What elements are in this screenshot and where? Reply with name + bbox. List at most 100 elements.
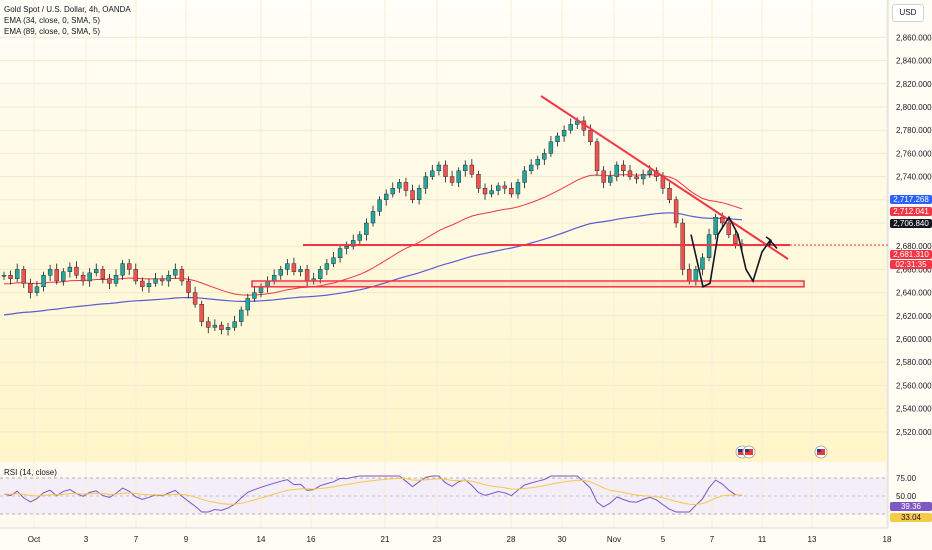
flag-canton bbox=[738, 449, 742, 452]
descending-trendline bbox=[540, 95, 789, 260]
candle-body bbox=[278, 269, 283, 276]
candle-body bbox=[390, 187, 395, 195]
candle-body bbox=[647, 170, 652, 175]
candle-body bbox=[100, 269, 106, 279]
candle-body bbox=[318, 269, 323, 279]
price-tick-label: 2,760.000 bbox=[896, 149, 932, 158]
candle-body bbox=[713, 216, 718, 235]
countdown-tag: 02:31:35 bbox=[890, 260, 932, 269]
candle-body bbox=[667, 187, 672, 200]
candle-body bbox=[14, 269, 20, 279]
candle-body bbox=[383, 193, 389, 201]
candle-body bbox=[687, 269, 692, 282]
candle-body bbox=[542, 153, 547, 160]
candle-body bbox=[239, 309, 244, 322]
candle-body bbox=[126, 263, 132, 270]
rsi-line bbox=[3, 475, 743, 513]
candle-body bbox=[80, 275, 86, 282]
last-price-tag: 2,681.310 bbox=[890, 250, 932, 259]
candle-body bbox=[370, 211, 376, 224]
rsi-legend[interactable]: RSI (14, close) bbox=[4, 468, 57, 477]
candle-body bbox=[21, 269, 26, 284]
price-tick-label: 2,640.000 bbox=[896, 289, 932, 298]
candle-body bbox=[397, 182, 402, 189]
candle-body bbox=[416, 187, 422, 200]
candle-body bbox=[706, 234, 712, 259]
price-tick-label: 2,560.000 bbox=[896, 381, 932, 390]
candle-body bbox=[588, 129, 593, 142]
time-tick-label: 21 bbox=[381, 535, 390, 544]
price-tick-label: 2,520.000 bbox=[896, 428, 932, 437]
candle-body bbox=[640, 174, 646, 180]
price-tick-label: 2,540.000 bbox=[896, 405, 932, 414]
candle-body bbox=[199, 304, 204, 322]
time-tick-label: 3 bbox=[84, 535, 89, 544]
candle-body bbox=[140, 280, 145, 288]
ema-34-price-tag: 2,712.041 bbox=[890, 207, 932, 216]
event-flags[interactable] bbox=[735, 445, 828, 459]
candle-body bbox=[186, 280, 191, 293]
candle-body bbox=[535, 158, 540, 166]
candle-body bbox=[113, 275, 119, 284]
candle-body bbox=[331, 257, 336, 264]
price-tick-label: 2,580.000 bbox=[896, 358, 932, 367]
projection-arrowhead bbox=[765, 236, 772, 247]
time-tick-label: 7 bbox=[134, 535, 139, 544]
time-tick-label: 7 bbox=[710, 535, 715, 544]
candle-body bbox=[94, 269, 99, 274]
candle-body bbox=[443, 164, 448, 177]
time-tick-label: 18 bbox=[883, 535, 892, 544]
candle-body bbox=[285, 263, 290, 270]
rsi-tick-label: 75.00 bbox=[896, 474, 917, 483]
candle-body bbox=[627, 170, 633, 177]
rsi-tick-label: 50.00 bbox=[896, 492, 917, 501]
candle-body bbox=[436, 164, 442, 172]
candle-body bbox=[673, 199, 679, 224]
candle-body bbox=[271, 275, 277, 282]
ema-89-legend[interactable]: EMA (89, close, 0, SMA, 5) bbox=[4, 27, 101, 36]
candle-body bbox=[298, 269, 303, 272]
us-flag-icon[interactable] bbox=[742, 445, 756, 459]
candle-body bbox=[449, 176, 455, 183]
levels bbox=[251, 95, 888, 288]
candle-body bbox=[700, 257, 705, 270]
candle-body bbox=[515, 182, 521, 195]
price-tick-label: 2,620.000 bbox=[896, 312, 932, 321]
candle-body bbox=[456, 170, 461, 183]
time-tick-label: 11 bbox=[758, 535, 767, 544]
flag-canton bbox=[745, 449, 749, 452]
high-price-tag: 2,706.840 bbox=[890, 219, 932, 228]
candle-body bbox=[192, 292, 198, 305]
candle-body bbox=[601, 170, 606, 183]
price-tick-label: 2,740.000 bbox=[896, 173, 932, 182]
candle-body bbox=[693, 269, 699, 282]
candle-body bbox=[509, 187, 514, 195]
symbol-title[interactable]: Gold Spot / U.S. Dollar, 4h, OANDA bbox=[4, 5, 131, 14]
candle-body bbox=[291, 263, 297, 272]
ema-89-price-tag: 2,717.268 bbox=[890, 195, 932, 204]
candle-body bbox=[680, 222, 685, 270]
candle-body bbox=[720, 216, 725, 224]
candle-body bbox=[502, 185, 507, 189]
candle-body bbox=[344, 245, 349, 249]
candle-body bbox=[212, 324, 218, 328]
candle-body bbox=[34, 286, 40, 293]
price-pane-background bbox=[0, 0, 888, 462]
candle-body bbox=[120, 263, 125, 276]
time-tick-label: 13 bbox=[808, 535, 817, 544]
candle-body bbox=[1, 275, 7, 277]
time-tick-label: Oct bbox=[28, 535, 41, 544]
us-flag-icon[interactable] bbox=[814, 445, 828, 459]
time-tick-label: 23 bbox=[433, 535, 442, 544]
ema-34-legend[interactable]: EMA (34, close, 0, SMA, 5) bbox=[4, 16, 101, 25]
candle-body bbox=[159, 278, 165, 282]
candle-body bbox=[87, 272, 92, 282]
candle-body bbox=[469, 164, 475, 175]
price-tick-label: 2,680.000 bbox=[896, 242, 932, 251]
currency-button[interactable]: USD bbox=[892, 4, 924, 22]
candle-body bbox=[304, 269, 310, 282]
candle-body bbox=[153, 278, 158, 284]
price-tick-label: 2,800.000 bbox=[896, 103, 932, 112]
